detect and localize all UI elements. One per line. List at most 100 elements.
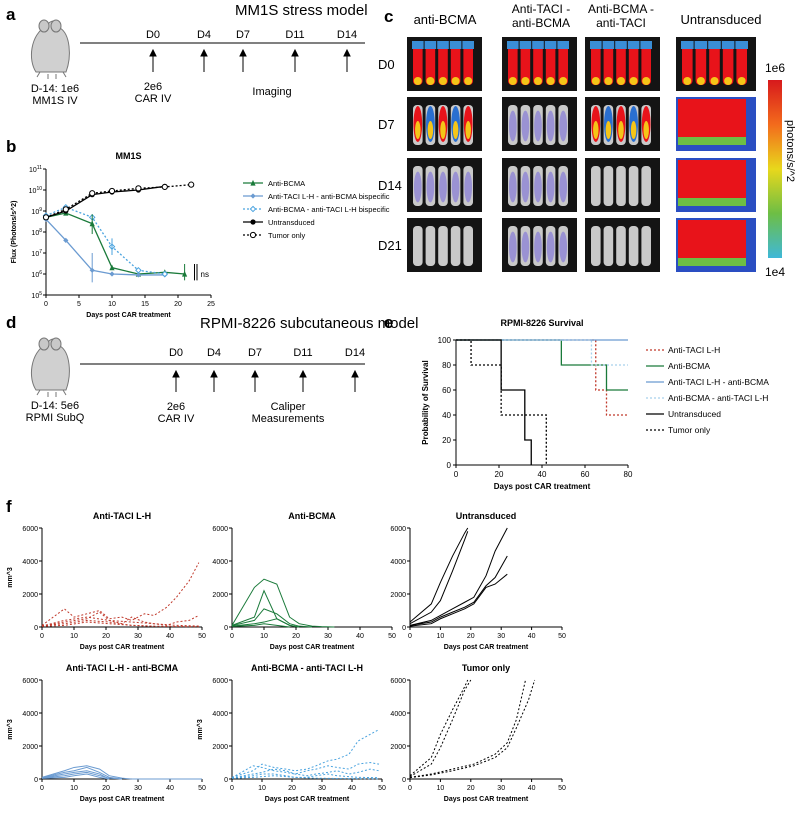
x-tick-label: 40 <box>356 633 364 640</box>
ns-annotation: ns <box>201 270 209 279</box>
tumor-growth-line <box>409 555 508 626</box>
x-tick-label: 30 <box>134 633 142 640</box>
marker-diamond <box>250 193 256 199</box>
signal-blob <box>464 77 473 85</box>
signal-blob <box>721 41 735 49</box>
colorbar-max-label: 1e6 <box>765 61 785 75</box>
x-axis-label: Days post CAR treatment <box>444 796 529 803</box>
y-tick-label: 0 <box>447 461 452 470</box>
signal-blob <box>521 231 530 263</box>
chart-title: RPMI-8226 Survival <box>500 318 583 328</box>
marker-circle-open <box>135 185 142 192</box>
signal-blob <box>617 77 625 85</box>
x-tick-label: 40 <box>166 633 174 640</box>
x-tick-label: 20 <box>467 785 475 792</box>
y-tick-label: 20 <box>442 436 451 445</box>
day-label-d-d0: D0 <box>169 347 183 359</box>
signal-blob <box>532 41 544 49</box>
signal-blob <box>681 41 694 49</box>
marker-diamond <box>109 271 115 277</box>
y-tick-label: 2000 <box>22 592 38 599</box>
x-tick-label: 40 <box>166 785 174 792</box>
tumor-growth-line <box>231 768 380 779</box>
x-tick-label: 20 <box>467 633 475 640</box>
column-label-1: anti-BCMA <box>414 12 477 27</box>
signal-blob <box>534 231 542 263</box>
marker-triangle <box>109 264 115 271</box>
y-tick-label: 6000 <box>390 678 406 685</box>
x-tick-label: 10 <box>437 785 445 792</box>
day-label-a-d0: D0 <box>146 29 160 41</box>
car-label-a-line2: CAR IV <box>135 93 172 105</box>
mouse-label-a-line1: D-14: 1e6 <box>31 83 79 95</box>
mouse-label-a-line2: MM1S IV <box>32 95 78 107</box>
y-tick-label: 6000 <box>22 526 38 533</box>
tumor-growth-line <box>41 765 132 780</box>
signal-blob <box>629 77 638 85</box>
x-tick-label: 30 <box>324 633 332 640</box>
mouse-silhouette <box>450 226 461 266</box>
y-tick-base: 10 <box>31 272 39 279</box>
x-tick-label: 25 <box>207 301 215 308</box>
y-tick-exp: 10 <box>36 186 42 192</box>
signal-blob <box>593 121 599 139</box>
chart-title: Anti-BCMA - anti-TACI L-H <box>251 663 363 673</box>
signal-blob <box>591 77 600 85</box>
mouse-silhouette <box>616 166 626 206</box>
y-tick-label: 0 <box>402 777 406 784</box>
y-tick-label: 4000 <box>22 711 38 718</box>
y-tick-label: 6000 <box>22 678 38 685</box>
x-axis-label: Days post CAR treatment <box>80 644 165 651</box>
signal-blob <box>412 41 424 49</box>
mouse-silhouette <box>682 45 693 85</box>
y-tick-exp: 8 <box>39 228 42 234</box>
car-label-a-line1: 2e6 <box>144 81 162 93</box>
mouse-silhouette <box>641 45 651 85</box>
signal-blob <box>534 110 542 142</box>
y-axis-label: mm^3 <box>196 719 204 740</box>
series-line <box>45 218 165 276</box>
x-tick-label: 50 <box>378 785 386 792</box>
column-label-2: Anti-TACI - <box>512 2 570 16</box>
mouse-silhouette <box>722 45 734 85</box>
panel-letter-b: b <box>6 137 16 156</box>
marker-diamond-open <box>161 270 169 278</box>
y-tick-label: 0 <box>224 777 228 784</box>
y-axis-label: mm^3 <box>6 567 14 588</box>
tumor-growth-line <box>231 623 290 628</box>
tumor-growth-line <box>409 527 469 623</box>
mouse-silhouette <box>463 45 473 85</box>
signal-blob <box>521 110 530 142</box>
mouse-silhouette <box>438 45 448 85</box>
marker-circle-open <box>188 181 195 188</box>
signal-blob <box>521 171 530 203</box>
mouse-silhouette <box>425 226 436 266</box>
x-tick-label: 20 <box>495 470 504 479</box>
y-tick-base: 10 <box>31 230 39 237</box>
y-tick-label: 2000 <box>390 744 406 751</box>
signal-blob <box>559 110 568 142</box>
signal-blob <box>724 77 733 85</box>
y-tick-label: 4000 <box>22 559 38 566</box>
column-label-3: Anti-BCMA - <box>588 2 654 16</box>
marker-triangle <box>250 179 256 186</box>
x-tick-label: 50 <box>198 785 206 792</box>
mouse-label-d-line2: RPMI SubQ <box>26 412 85 424</box>
signal-blob <box>643 121 649 139</box>
signal-blob <box>694 41 708 49</box>
signal-blob <box>640 41 652 49</box>
x-tick-label: 60 <box>581 470 590 479</box>
y-tick-label: 2000 <box>212 592 228 599</box>
signal-blob <box>521 77 530 85</box>
marker-circle-open <box>42 214 50 221</box>
tumor-growth-line <box>41 773 110 780</box>
x-tick-label: 0 <box>40 633 44 640</box>
x-tick-label: 20 <box>288 785 296 792</box>
series-line <box>45 206 165 275</box>
y-tick-label: 0 <box>34 625 38 632</box>
signal-blob <box>451 77 460 85</box>
x-tick-label: 40 <box>538 470 547 479</box>
signal-blob <box>559 231 568 263</box>
signal-blob <box>735 41 748 49</box>
